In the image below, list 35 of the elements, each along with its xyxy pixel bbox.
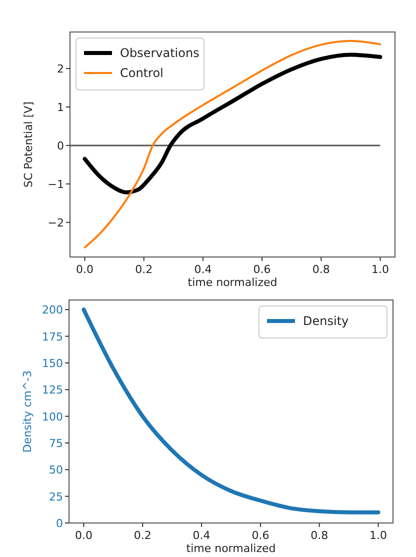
x-tick-label: 0.6: [253, 263, 271, 276]
x-tick-label: 0.4: [192, 529, 210, 542]
line-series: [82, 308, 380, 514]
y-tick-label: 0: [57, 139, 64, 152]
y-tick-label: −1: [48, 178, 64, 191]
x-tick-label: 0.2: [134, 529, 152, 542]
y-tick-label: 0: [56, 517, 63, 530]
legend-label: Observations: [120, 46, 200, 60]
x-tick-label: 0.0: [74, 529, 92, 542]
x-axis-title: time normalized: [186, 542, 276, 555]
x-tick-label: 0.8: [310, 529, 328, 542]
y-tick-label: 50: [49, 464, 63, 477]
x-tick-label: 0.4: [194, 263, 212, 276]
x-axis-title: time normalized: [188, 276, 278, 289]
x-tick-label: 0.0: [76, 263, 94, 276]
y-tick-label: 175: [42, 330, 63, 344]
y-tick-label: 125: [42, 384, 63, 397]
y-tick-label: 150: [42, 356, 63, 370]
y-tick-label: 75: [49, 436, 63, 450]
y-tick-label: 100: [42, 410, 63, 424]
y-axis-title: SC Potential [V]: [22, 102, 35, 188]
x-tick-label: 0.2: [135, 263, 153, 276]
x-tick-label: 1.0: [371, 263, 389, 276]
legend-label: Control: [120, 66, 164, 80]
legend-label: Density: [303, 314, 349, 328]
x-tick-label: 1.0: [370, 529, 388, 542]
y-tick-label: 2: [57, 62, 64, 76]
y-tick-label: 1: [57, 101, 64, 114]
x-tick-label: 0.8: [312, 263, 330, 276]
x-tick-label: 0.6: [252, 529, 270, 542]
y-tick-label: 25: [49, 490, 63, 504]
y-axis-title: Density cm^-3: [21, 370, 34, 453]
line-series: [84, 40, 382, 248]
y-tick-label: 200: [42, 304, 63, 317]
y-tick-label: −2: [48, 216, 64, 230]
